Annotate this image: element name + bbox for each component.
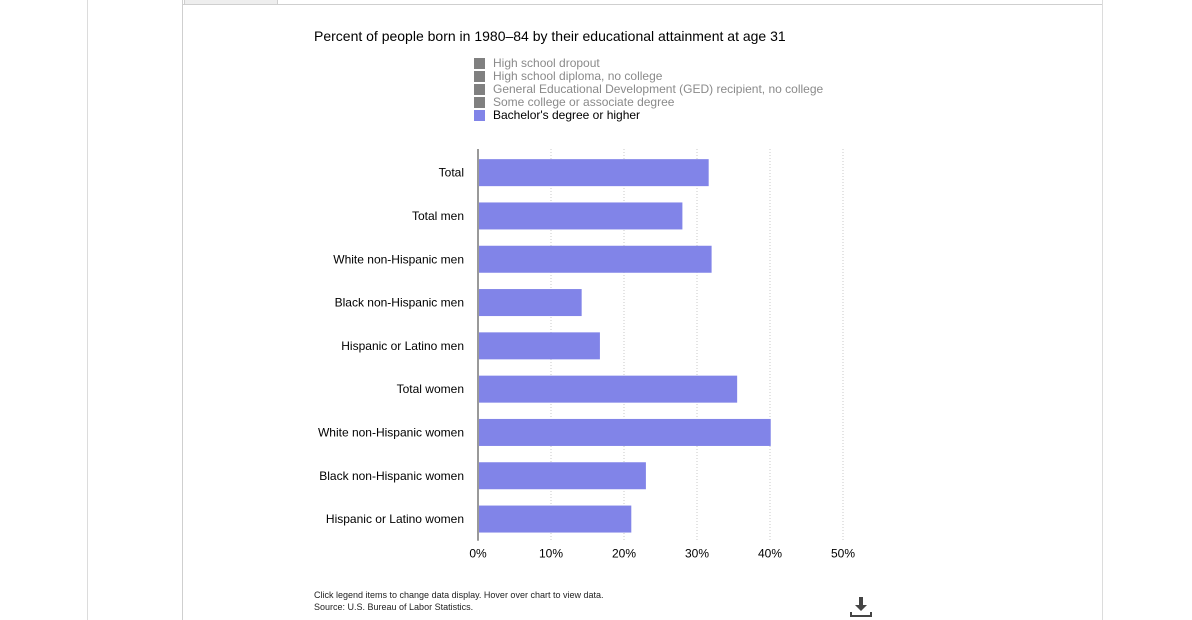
- category-label: Total women: [397, 382, 464, 396]
- category-label: Black non-Hispanic men: [335, 296, 464, 310]
- bar[interactable]: [479, 462, 646, 490]
- legend-swatch: [474, 58, 485, 69]
- category-label: White non-Hispanic men: [333, 252, 464, 266]
- bar[interactable]: [479, 245, 712, 273]
- panel-top-border: [182, 4, 1102, 5]
- legend-swatch: [474, 84, 485, 95]
- legend-label: High school dropout: [493, 56, 600, 70]
- bar[interactable]: [479, 332, 600, 360]
- category-label: Hispanic or Latino women: [326, 512, 464, 526]
- bar[interactable]: [479, 159, 709, 187]
- bar[interactable]: [479, 202, 683, 230]
- legend-item-high-school-diploma[interactable]: High school diploma, no college: [474, 70, 823, 83]
- category-label: Total: [439, 166, 464, 180]
- footer-note: Click legend items to change data displa…: [314, 589, 603, 613]
- legend: High school dropout High school diploma,…: [474, 57, 823, 122]
- x-tick-label: 50%: [831, 547, 855, 561]
- bar[interactable]: [479, 505, 632, 533]
- legend-label: Bachelor's degree or higher: [493, 108, 641, 122]
- legend-item-some-college[interactable]: Some college or associate degree: [474, 96, 823, 109]
- bar[interactable]: [479, 375, 738, 403]
- x-tick-label: 0%: [469, 547, 487, 561]
- legend-label: Some college or associate degree: [493, 95, 675, 109]
- legend-item-high-school-dropout[interactable]: High school dropout: [474, 57, 823, 70]
- chart-source: Source: U.S. Bureau of Labor Statistics.: [314, 602, 474, 612]
- legend-label: High school diploma, no college: [493, 69, 663, 83]
- chart-title: Percent of people born in 1980–84 by the…: [314, 28, 786, 44]
- x-tick-label: 10%: [539, 547, 563, 561]
- download-icon[interactable]: [850, 595, 872, 617]
- category-label: Total men: [412, 209, 464, 223]
- page-border-right: [1102, 0, 1103, 620]
- tab-stub[interactable]: [184, 0, 278, 5]
- category-label: Black non-Hispanic women: [319, 469, 464, 483]
- bar[interactable]: [479, 418, 771, 446]
- category-label: White non-Hispanic women: [318, 425, 464, 439]
- legend-swatch: [474, 110, 485, 121]
- x-tick-label: 30%: [685, 547, 709, 561]
- bar[interactable]: [479, 289, 582, 317]
- chart-instructions: Click legend items to change data displa…: [314, 590, 604, 600]
- category-label: Hispanic or Latino men: [341, 339, 464, 353]
- x-tick-label: 20%: [612, 547, 636, 561]
- legend-swatch: [474, 71, 485, 82]
- page-border-left: [87, 0, 88, 620]
- legend-item-bachelors[interactable]: Bachelor's degree or higher: [474, 109, 823, 122]
- legend-item-ged[interactable]: General Educational Development (GED) re…: [474, 83, 823, 96]
- x-tick-label: 40%: [758, 547, 782, 561]
- chart-panel: [182, 0, 1103, 620]
- legend-swatch: [474, 97, 485, 108]
- legend-label: General Educational Development (GED) re…: [493, 82, 824, 96]
